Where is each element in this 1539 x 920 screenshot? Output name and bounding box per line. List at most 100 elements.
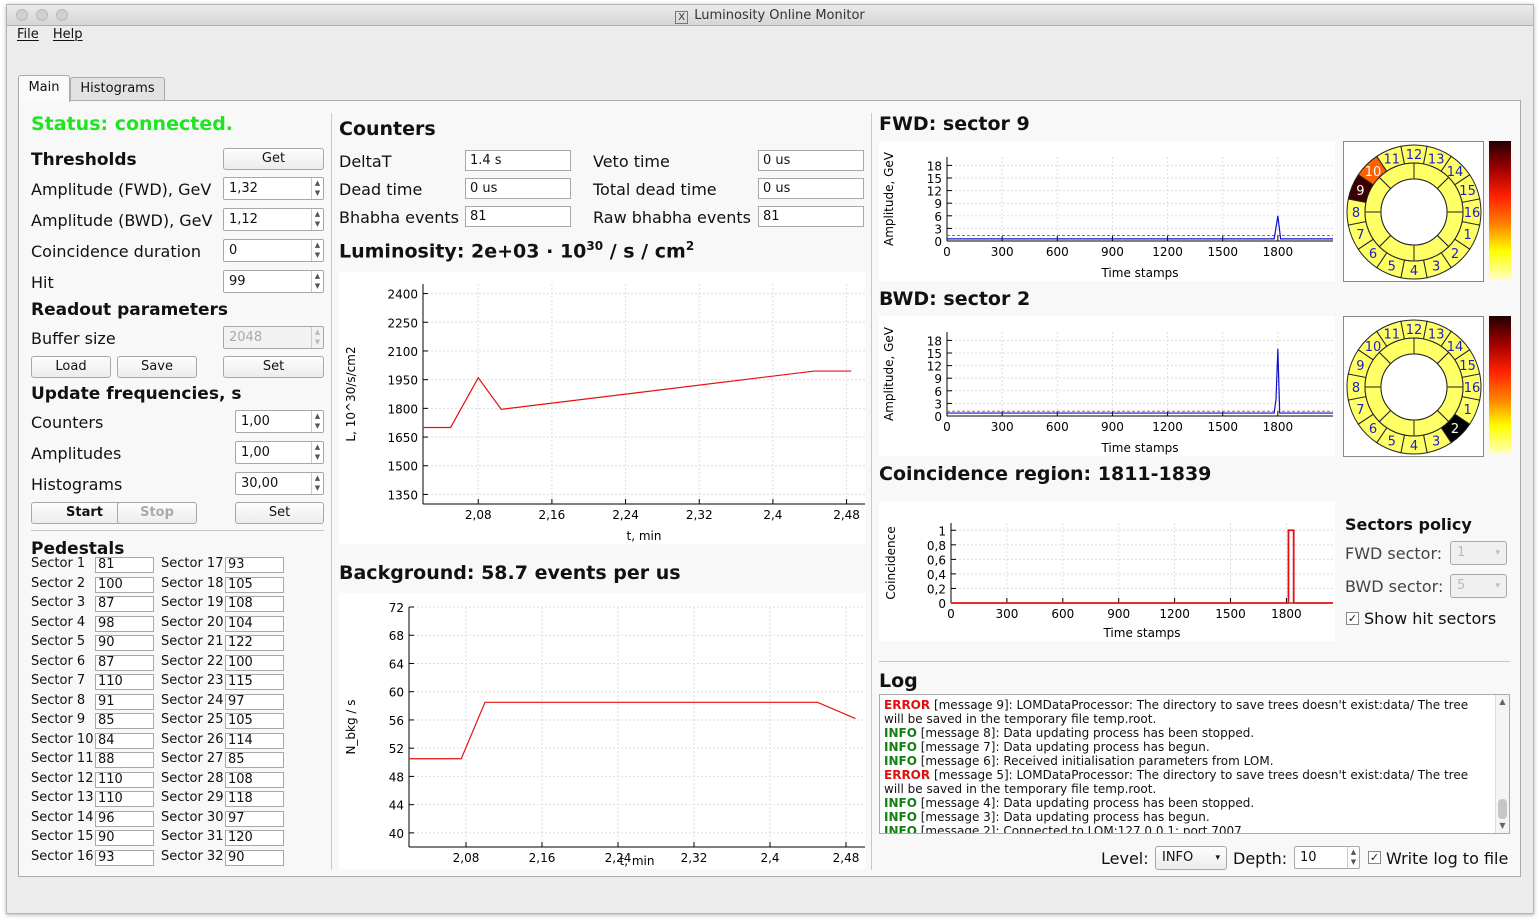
pedestal-field[interactable]: 105 [225, 576, 284, 593]
bhabha-events-field[interactable]: 81 [465, 206, 571, 227]
raw-bhabha-field[interactable]: 81 [758, 206, 864, 227]
pedestal-field[interactable]: 88 [95, 752, 154, 768]
log-depth-value: 10 [1300, 850, 1317, 865]
pedestal-field[interactable]: 122 [225, 635, 284, 651]
pedestal-field[interactable]: 118 [225, 791, 284, 807]
spin-arrows-icon[interactable]: ▲ ▼ [311, 473, 323, 494]
spin-arrows-icon[interactable]: ▲ ▼ [311, 271, 323, 292]
y-tick-label: 68 [389, 629, 404, 643]
pedestal-field[interactable]: 108 [225, 596, 284, 612]
deltat-field[interactable]: 1.4 s [465, 150, 571, 171]
pedestal-field[interactable]: 98 [95, 615, 154, 632]
veto-time-field[interactable]: 0 us [758, 150, 864, 171]
pedestal-label: Sector 6 [31, 653, 86, 669]
x-tick-label: 600 [1046, 245, 1069, 259]
spin-arrows-icon[interactable]: ▲ ▼ [311, 209, 323, 230]
pedestal-field[interactable]: 108 [225, 771, 284, 788]
scroll-down-icon[interactable]: ▼ [1499, 821, 1506, 830]
menu-help[interactable]: Help [52, 27, 83, 42]
start-button[interactable]: Start [31, 502, 138, 524]
dropdown-icon: ▾ [1495, 548, 1500, 558]
pedestal-field[interactable]: 87 [95, 654, 154, 671]
pedestal-field[interactable]: 85 [95, 713, 154, 729]
log-level-combo[interactable]: INFO ▾ [1155, 846, 1227, 870]
pedestal-field[interactable]: 104 [225, 615, 284, 632]
y-tick-label: 1 [938, 524, 946, 538]
pedestal-field[interactable]: 96 [95, 810, 154, 827]
scroll-up-icon[interactable]: ▲ [1499, 697, 1506, 706]
amp-bwd-spinbox[interactable]: 1,12 ▲ ▼ [223, 208, 324, 231]
y-tick-label: 0,8 [927, 539, 946, 553]
get-thresholds-button[interactable]: Get [223, 148, 324, 170]
counters-freq-spinbox[interactable]: 1,00 ▲ ▼ [235, 410, 324, 433]
pedestal-field[interactable]: 91 [95, 693, 154, 710]
pedestal-field[interactable]: 81 [95, 557, 154, 573]
zoom-window-button[interactable] [56, 9, 68, 21]
pedestal-field[interactable]: 110 [95, 674, 154, 690]
window-title: X Luminosity Online Monitor [7, 8, 1533, 24]
amplitudes-freq-value: 1,00 [241, 445, 270, 460]
tab-main[interactable]: Main [18, 75, 70, 102]
scroll-thumb[interactable] [1498, 799, 1507, 819]
spin-arrows-icon[interactable]: ▲ ▼ [311, 240, 323, 261]
sector-number: 5 [1388, 260, 1396, 275]
write-log-checkbox[interactable]: ✓ [1368, 851, 1381, 864]
load-button[interactable]: Load [31, 356, 111, 378]
menu-file[interactable]: File [17, 27, 39, 42]
x-tick-label: 2,48 [833, 851, 860, 865]
x-tick-label: 900 [1101, 245, 1124, 259]
pedestal-field[interactable]: 105 [225, 713, 284, 729]
pedestal-field[interactable]: 100 [225, 654, 284, 671]
fwd-title: FWD: sector 9 [879, 113, 1030, 135]
pedestal-field[interactable]: 97 [225, 693, 284, 710]
pedestal-field[interactable]: 120 [225, 830, 284, 846]
log-line: INFO [message 2]: Connected to LOM:127.0… [884, 824, 1489, 833]
spin-arrows-icon[interactable]: ▲ ▼ [311, 442, 323, 463]
pedestal-field[interactable]: 90 [95, 635, 154, 651]
tab-histograms[interactable]: Histograms [70, 77, 165, 101]
y-tick-label: 0 [934, 410, 942, 424]
total-dead-time-field[interactable]: 0 us [758, 178, 864, 199]
histograms-freq-spinbox[interactable]: 30,00 ▲ ▼ [235, 472, 324, 495]
sector-number: 4 [1410, 264, 1418, 279]
close-window-button[interactable] [16, 9, 28, 21]
separator [331, 113, 332, 870]
pedestal-field[interactable]: 93 [225, 557, 284, 573]
save-button[interactable]: Save [117, 356, 197, 378]
histograms-freq-value: 30,00 [241, 476, 279, 491]
pedestal-field[interactable]: 115 [225, 674, 284, 690]
spin-arrows-icon[interactable]: ▲ ▼ [311, 178, 323, 199]
pedestal-field[interactable]: 90 [225, 849, 284, 866]
x-tick-label: 600 [1046, 420, 1069, 434]
pedestal-label: Sector 21 [161, 634, 224, 649]
pedestal-field[interactable]: 114 [225, 732, 284, 749]
x-tick-label: 2,48 [833, 508, 860, 522]
set-readout-button[interactable]: Set [223, 356, 324, 378]
pedestal-field[interactable]: 85 [225, 752, 284, 768]
amplitudes-freq-spinbox[interactable]: 1,00 ▲ ▼ [235, 441, 324, 464]
log-view[interactable]: ERROR [message 9]: LOMDataProcessor: The… [879, 694, 1510, 834]
dead-time-field[interactable]: 0 us [465, 178, 571, 199]
spin-arrows-icon[interactable]: ▲ ▼ [311, 411, 323, 432]
pedestal-field[interactable]: 100 [95, 576, 154, 593]
pedestal-field[interactable]: 90 [95, 830, 154, 846]
pedestal-field[interactable]: 84 [95, 732, 154, 749]
pedestal-field[interactable]: 110 [95, 771, 154, 788]
show-hit-sectors-checkbox[interactable]: ✓ [1346, 612, 1359, 625]
y-tick-label: 48 [389, 770, 404, 784]
log-scrollbar[interactable]: ▲ ▼ [1495, 695, 1509, 833]
pedestal-field[interactable]: 93 [95, 849, 154, 866]
amp-fwd-spinbox[interactable]: 1,32 ▲ ▼ [223, 177, 324, 200]
log-depth-spinbox[interactable]: 10 ▲ ▼ [1294, 846, 1360, 869]
hit-spinbox[interactable]: 99 ▲ ▼ [223, 270, 324, 293]
separator [871, 113, 872, 870]
pedestal-field[interactable]: 97 [225, 810, 284, 827]
x-tick-label: 1800 [1263, 245, 1294, 259]
pedestal-field[interactable]: 87 [95, 596, 154, 612]
coincidence-duration-spinbox[interactable]: 0 ▲ ▼ [223, 239, 324, 262]
spin-arrows-icon[interactable]: ▲ ▼ [1347, 847, 1359, 868]
pedestal-field[interactable]: 110 [95, 791, 154, 807]
minimize-window-button[interactable] [36, 9, 48, 21]
set-update-button[interactable]: Set [235, 502, 324, 524]
